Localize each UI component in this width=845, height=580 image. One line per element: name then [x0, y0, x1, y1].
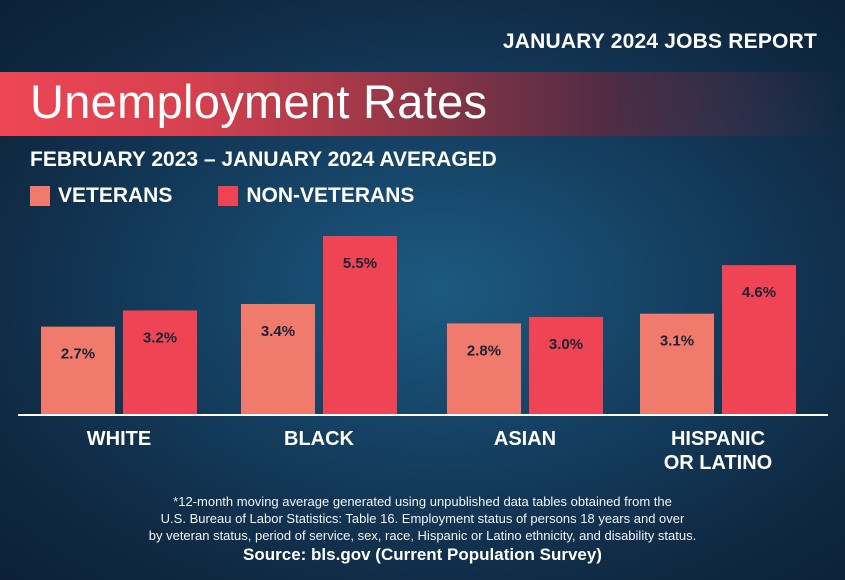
data-label-veterans-asian: 2.8%: [467, 342, 501, 359]
bar-veterans-black: [241, 303, 315, 414]
footnote-line: by veteran status, period of service, se…: [148, 528, 697, 543]
legend-label-non-veterans: NON-VETERANS: [246, 184, 415, 207]
bar-veterans-hispanic-or-latino: [640, 313, 714, 414]
category-label: WHITE: [87, 428, 151, 450]
data-label-veterans-hispanic-or-latino: 3.1%: [660, 333, 694, 350]
source-note: Source: bls.gov (Current Population Surv…: [243, 545, 602, 564]
bar-non-veterans-asian: [529, 316, 603, 414]
bar-non-veterans-black: [323, 236, 397, 414]
legend: VETERANS NON-VETERANS: [30, 184, 460, 208]
data-label-non-veterans-white: 3.2%: [143, 329, 177, 346]
bar-non-veterans-white: [123, 310, 197, 414]
report-label: JANUARY 2024 JOBS REPORT: [502, 30, 817, 53]
legend-swatch-veterans: [30, 186, 50, 206]
data-label-veterans-white: 2.7%: [61, 346, 95, 363]
title-banner: [0, 72, 845, 136]
bar-veterans-asian: [447, 323, 521, 414]
footnote: *12-month moving average generated using…: [0, 493, 845, 544]
chart-title: Unemployment Rates: [30, 75, 488, 128]
bar-non-veterans-hispanic-or-latino: [722, 265, 796, 414]
data-label-non-veterans-hispanic-or-latino: 4.6%: [742, 284, 776, 301]
footnote-line: U.S. Bureau of Labor Statistics: Table 1…: [160, 511, 685, 526]
category-label: ASIAN: [494, 428, 556, 450]
category-label: HISPANIC: [671, 428, 765, 450]
legend-item-veterans: VETERANS: [30, 184, 172, 208]
category-label: OR LATINO: [664, 452, 773, 474]
legend-label-veterans: VETERANS: [58, 184, 173, 207]
bar-veterans-white: [41, 326, 115, 414]
data-label-veterans-black: 3.4%: [261, 323, 295, 340]
data-label-non-veterans-black: 5.5%: [343, 255, 377, 272]
legend-swatch-non-veterans: [218, 186, 239, 206]
category-label: BLACK: [284, 428, 355, 450]
footnote-line: *12-month moving average generated using…: [173, 494, 672, 509]
data-label-non-veterans-asian: 3.0%: [549, 336, 583, 353]
chart-subtitle: FEBRUARY 2023 – JANUARY 2024 AVERAGED: [30, 148, 497, 171]
legend-item-non-veterans: NON-VETERANS: [218, 184, 414, 208]
